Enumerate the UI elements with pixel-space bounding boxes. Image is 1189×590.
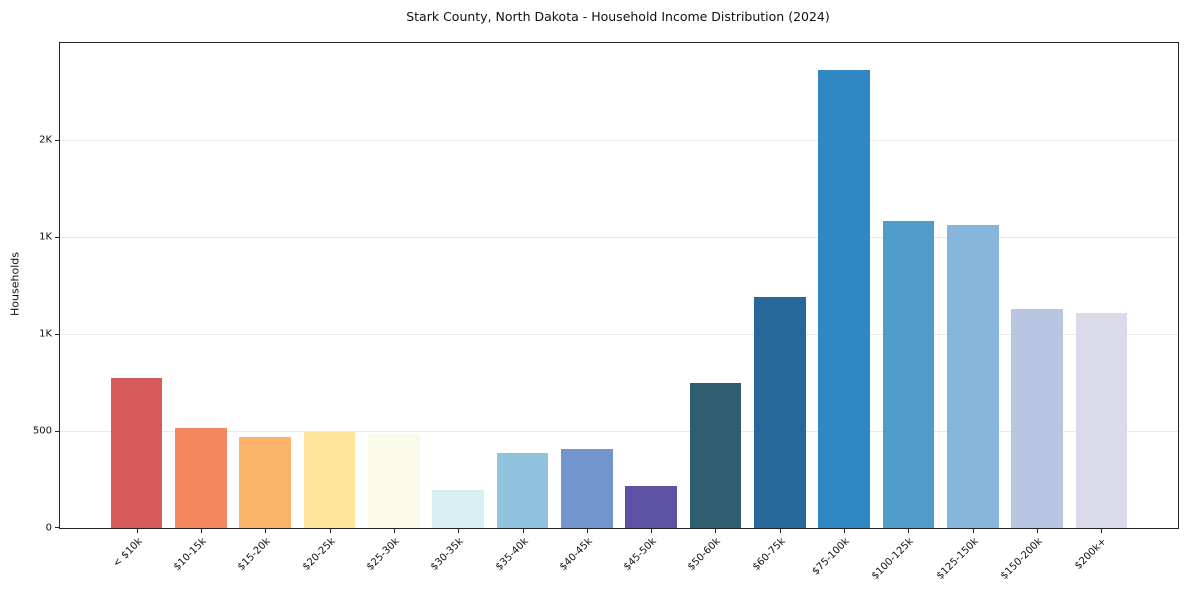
x-tick-mark <box>1101 529 1103 533</box>
x-tick-label: $15-20k <box>236 536 273 573</box>
x-tick-label: $30-35k <box>429 536 466 573</box>
x-tick-label: $50-60k <box>686 536 724 573</box>
x-tick-label: $40-45k <box>557 536 595 573</box>
y-tick-label: 500 <box>32 425 52 437</box>
x-tick-label: $100-125k <box>870 536 917 582</box>
gridline <box>60 431 1178 432</box>
gridline <box>60 334 1178 335</box>
bar-45-50k <box>625 486 677 528</box>
x-tick-mark <box>458 529 460 533</box>
bar-20-25k <box>303 431 356 528</box>
x-tick-label: $25-30k <box>364 536 402 573</box>
y-tick-label: 0 <box>45 522 52 534</box>
x-tick-mark <box>265 529 267 533</box>
y-tick-mark <box>55 237 59 238</box>
bar-35-40k <box>496 453 549 528</box>
x-tick-label: $60-75k <box>750 536 788 573</box>
bar-60-75k <box>754 297 806 528</box>
bar-100-125k <box>882 220 935 528</box>
bar-30-35k <box>432 490 484 528</box>
x-tick-mark <box>779 529 781 533</box>
x-tick-label: < $10k <box>110 536 145 570</box>
x-tick-label: $10-15k <box>171 536 209 573</box>
y-tick-mark <box>55 334 59 335</box>
x-tick-label: $45-50k <box>622 536 659 573</box>
bar-200k <box>1075 312 1128 528</box>
x-tick-mark <box>586 529 588 533</box>
x-tick-mark <box>908 529 910 533</box>
x-tick-mark <box>393 529 395 533</box>
bar-50-60k <box>689 382 742 528</box>
y-tick-label: 1K <box>39 231 52 243</box>
bar-125-150k <box>947 225 999 528</box>
bar-10k <box>110 377 163 528</box>
x-tick-label: $200k+ <box>1073 536 1110 572</box>
x-tick-label: $75-100k <box>810 536 852 578</box>
y-axis-label: Households <box>8 252 22 316</box>
x-tick-label: $125-150k <box>934 536 981 582</box>
x-tick-mark <box>200 529 202 533</box>
bar-10-15k <box>175 428 227 528</box>
y-tick-mark <box>55 431 59 432</box>
bar-15-20k <box>239 436 291 528</box>
x-tick-mark <box>136 529 138 533</box>
gridline <box>60 140 1178 141</box>
gridline <box>60 237 1178 238</box>
x-tick-mark <box>844 529 846 533</box>
y-tick-label: 2K <box>39 134 52 146</box>
bar-75-100k <box>818 70 870 528</box>
y-tick-mark <box>55 527 59 528</box>
x-tick-mark <box>972 529 974 533</box>
y-tick-mark <box>55 140 59 141</box>
x-tick-mark <box>522 529 524 533</box>
x-tick-label: $150-200k <box>998 536 1045 582</box>
x-tick-mark <box>715 529 717 533</box>
x-tick-mark <box>329 529 331 533</box>
bar-40-45k <box>561 449 613 528</box>
x-tick-mark <box>1037 529 1039 533</box>
x-tick-label: $35-40k <box>493 536 531 573</box>
y-tick-label: 1K <box>39 328 52 340</box>
bar-25-30k <box>368 433 420 528</box>
x-tick-mark <box>651 529 653 533</box>
plot-area: 0 500 1K 1K 2K < $10k $10-15k $15-20k $20-25k $25… <box>33 42 1179 582</box>
chart-title: Stark County, North Dakota - Household I… <box>406 9 830 24</box>
bar-150-200k <box>1011 308 1063 528</box>
x-tick-label: $20-25k <box>300 536 338 573</box>
